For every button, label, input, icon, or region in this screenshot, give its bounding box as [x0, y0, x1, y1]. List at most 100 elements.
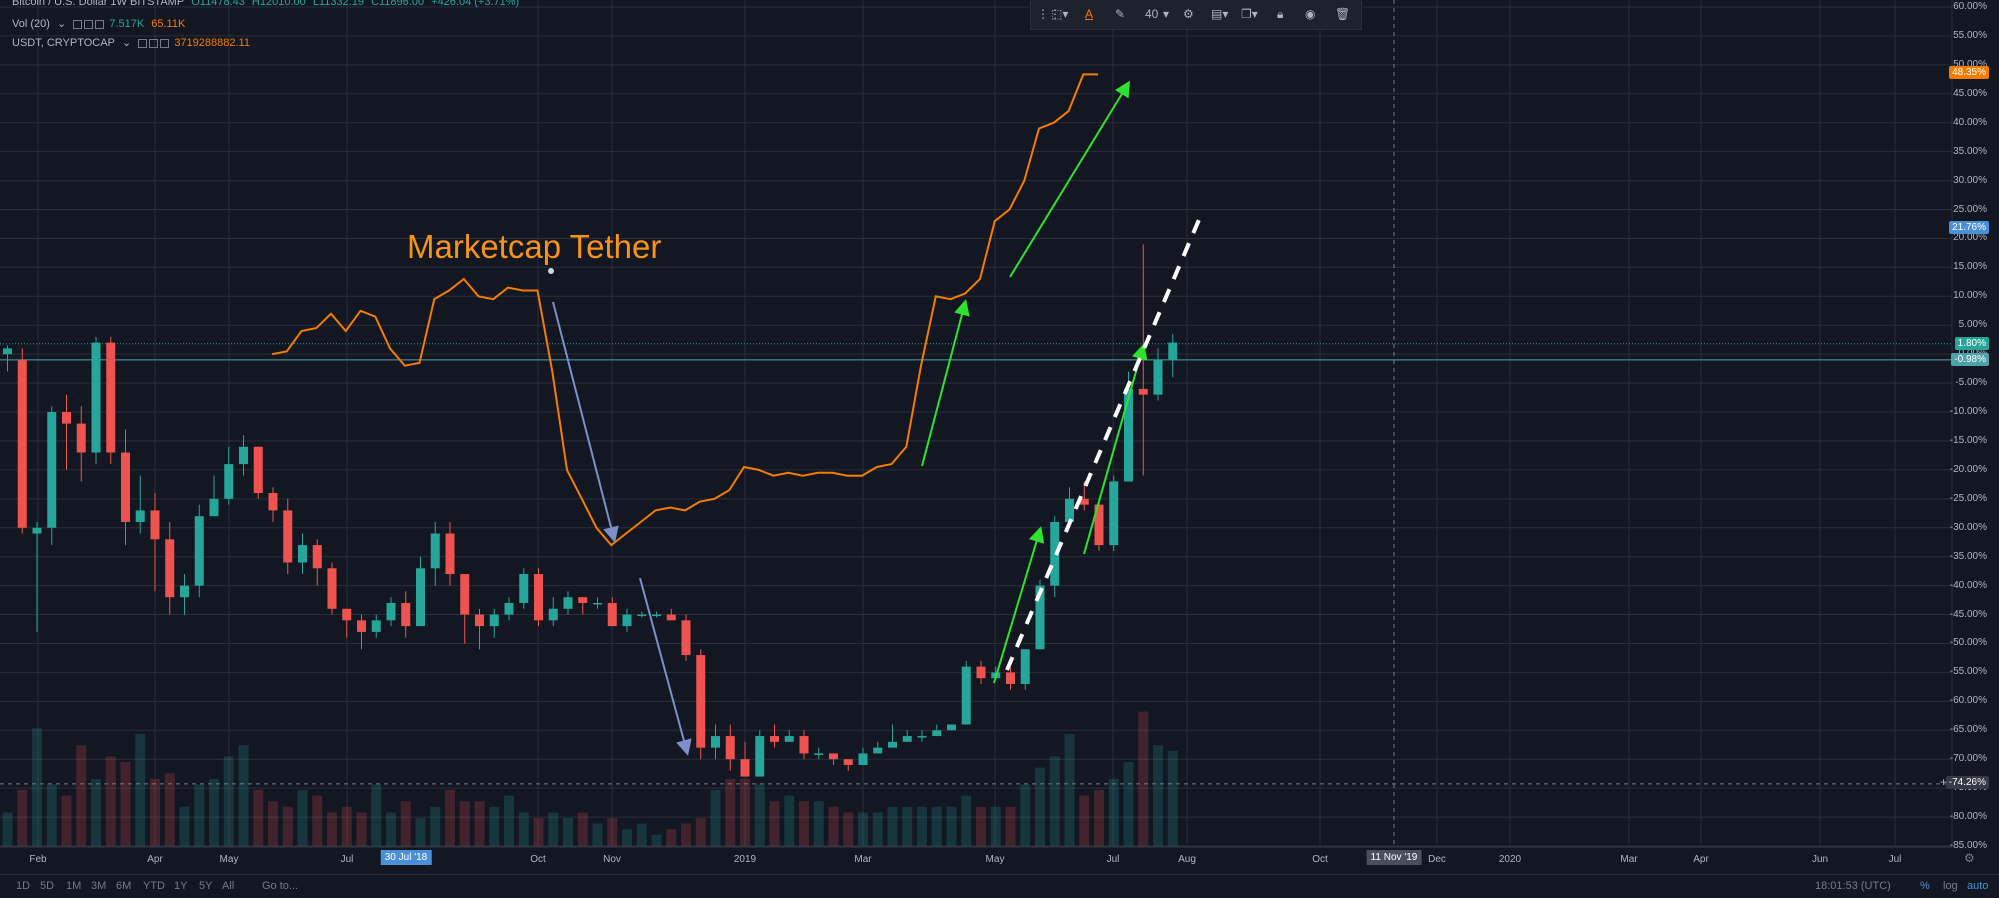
- y-tick-label: 60.00%: [1953, 1, 1987, 12]
- eye-icon[interactable]: ◉: [1305, 7, 1316, 21]
- timeframe-button[interactable]: 3M: [91, 880, 107, 892]
- text-color-icon[interactable]: A: [1085, 7, 1094, 21]
- candle-body: [430, 533, 440, 569]
- percent-toggle[interactable]: %: [1920, 880, 1930, 892]
- auto-toggle[interactable]: auto: [1967, 880, 1989, 892]
- eye-icon[interactable]: [84, 19, 94, 29]
- volume-bar: [666, 829, 677, 846]
- volume-bar: [1064, 734, 1075, 846]
- plus-icon[interactable]: +: [1939, 775, 1947, 789]
- volume-bar: [651, 834, 662, 846]
- candle-body: [1079, 498, 1089, 505]
- select-icon[interactable]: ⬚▾: [1051, 7, 1069, 21]
- volume-bar: [1049, 756, 1060, 846]
- candle-body: [888, 741, 897, 748]
- volume-bar: [740, 778, 750, 846]
- timeframe-button[interactable]: 1D: [16, 880, 31, 892]
- volume-bar: [592, 823, 603, 846]
- candle-body: [622, 614, 632, 627]
- annotation-text[interactable]: Marketcap Tether: [407, 228, 662, 265]
- y-tick-label: -65.00%: [1949, 724, 1987, 736]
- usdt-label[interactable]: USDT, CRYPTOCAP: [12, 37, 115, 49]
- symbol-title[interactable]: Bitcoin / U.S. Dollar 1W BITSTAMP: [12, 0, 185, 8]
- timeframe-button[interactable]: 5Y: [199, 880, 213, 892]
- ohlc-open: O11478.43: [191, 0, 245, 8]
- chevron-down-icon[interactable]: ▾: [1163, 7, 1170, 21]
- timeframe-button[interactable]: 6M: [116, 880, 132, 892]
- timeframe-button[interactable]: 1Y: [174, 880, 188, 892]
- volume-bar: [386, 812, 396, 846]
- font-size-select[interactable]: 40: [1145, 7, 1159, 21]
- x-axis-tag-left: 30 Jul '18: [380, 850, 432, 865]
- candle-body: [268, 493, 278, 511]
- volume-value-b: 65.11K: [151, 18, 186, 30]
- trash-icon[interactable]: 🗑︎: [1335, 7, 1351, 21]
- x-tick-label: May: [219, 854, 239, 865]
- volume-bar: [902, 806, 913, 846]
- x-tick-label: Feb: [29, 854, 47, 865]
- timeframe-button[interactable]: 1M: [66, 880, 82, 892]
- drag-handle-icon[interactable]: ⋮⋮: [1037, 7, 1061, 21]
- settings-icon[interactable]: [138, 38, 148, 48]
- volume-bar: [872, 812, 883, 846]
- gear-icon[interactable]: ⚙: [1964, 851, 1975, 865]
- pencil-icon[interactable]: ✎: [1115, 7, 1126, 21]
- y-tick-label: 30.00%: [1953, 174, 1987, 186]
- candle-body: [1124, 388, 1133, 482]
- layers-icon[interactable]: ▤▾: [1211, 7, 1229, 21]
- eye-icon[interactable]: [149, 38, 159, 48]
- candle-body: [578, 597, 588, 603]
- candle-body: [858, 753, 868, 765]
- chevron-down-icon[interactable]: ⌄: [121, 37, 132, 49]
- volume-bar: [548, 812, 559, 846]
- volume-legend[interactable]: Vol (20) ⌄ 7.517K 65.11K: [12, 17, 189, 30]
- candle-body: [312, 545, 322, 569]
- candle-body: [534, 574, 543, 621]
- volume-bar: [622, 829, 632, 846]
- candle-body: [666, 614, 676, 621]
- log-toggle[interactable]: log: [1943, 880, 1958, 892]
- volume-bar: [607, 818, 618, 846]
- gear-icon[interactable]: ⚙: [1183, 7, 1194, 21]
- volume-bar: [799, 801, 809, 846]
- candle-body: [563, 597, 573, 609]
- volume-bar: [474, 801, 485, 846]
- y-tick-label: 40.00%: [1953, 116, 1987, 128]
- close-icon[interactable]: [160, 38, 170, 48]
- volume-bar: [1020, 784, 1031, 846]
- candles: [3, 244, 1178, 777]
- candle-body: [740, 759, 750, 777]
- x-tick-label: Jul: [1888, 854, 1902, 865]
- volume-label[interactable]: Vol (20): [12, 18, 50, 30]
- y-tick-label: -40.00%: [1949, 579, 1987, 591]
- timeframe-button[interactable]: All: [222, 880, 235, 892]
- settings-icon[interactable]: [73, 19, 83, 29]
- close-icon[interactable]: [95, 19, 105, 29]
- candle-body: [961, 666, 971, 725]
- volume-bar: [843, 812, 854, 846]
- timeframe-button[interactable]: 5D: [40, 880, 55, 892]
- candle-body: [76, 423, 86, 453]
- candle-body: [652, 614, 661, 617]
- chevron-down-icon[interactable]: ⌄: [56, 18, 67, 30]
- x-tick-label: Mar: [1620, 854, 1638, 865]
- candle-body: [784, 736, 794, 742]
- volume-bar: [813, 801, 824, 846]
- volume-bar: [400, 801, 411, 846]
- usdt-legend[interactable]: USDT, CRYPTOCAP ⌄ 3719288882.11: [12, 36, 254, 49]
- symbol-header[interactable]: Bitcoin / U.S. Dollar 1W BITSTAMP O11478…: [12, 0, 523, 8]
- volume-bar: [990, 806, 1001, 846]
- candle-body: [135, 510, 145, 522]
- volume-bar: [238, 745, 249, 846]
- trend-arrow: [1009, 80, 1131, 278]
- y-tick-label: 25.00%: [1953, 203, 1987, 215]
- lock-icon[interactable]: 🔒︎: [1277, 7, 1284, 21]
- go-to-button[interactable]: Go to...: [262, 880, 299, 892]
- candle-body: [1065, 498, 1074, 522]
- clone-icon[interactable]: ❐▾: [1241, 7, 1258, 21]
- timeframe-button[interactable]: YTD: [143, 880, 165, 892]
- y-tick-label: -5.00%: [1955, 377, 1987, 389]
- candle-body: [902, 736, 912, 742]
- y-tick-label: 10.00%: [1953, 290, 1987, 302]
